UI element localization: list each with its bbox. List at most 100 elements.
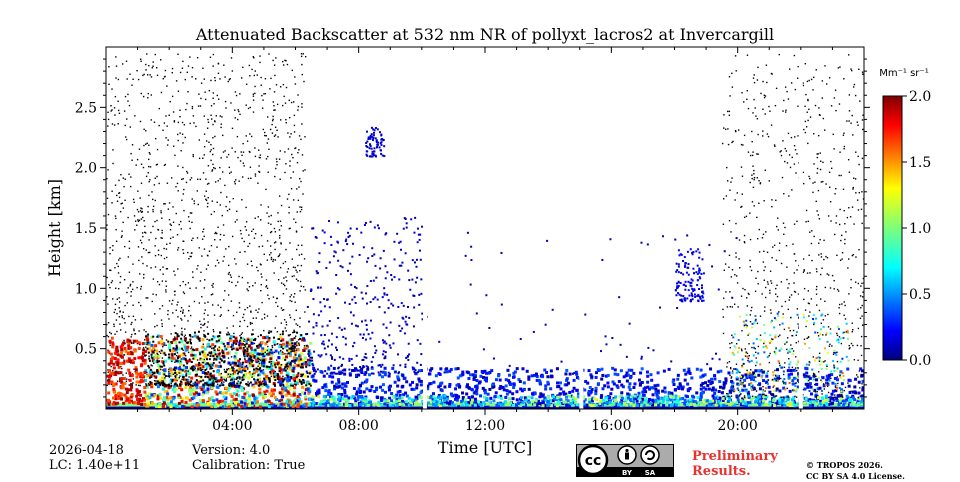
heatmap-cell	[841, 357, 844, 360]
heatmap-cell	[118, 297, 120, 299]
heatmap-cell	[245, 364, 248, 367]
heatmap-cell	[221, 391, 225, 395]
heatmap-cell	[219, 78, 221, 80]
heatmap-cell	[146, 343, 148, 346]
heatmap-cell	[259, 345, 262, 347]
heatmap-cell	[231, 373, 235, 377]
heatmap-cell	[263, 378, 267, 382]
heatmap-cell	[273, 109, 275, 111]
heatmap-cell	[178, 354, 182, 358]
heatmap-cell	[401, 374, 405, 378]
heatmap-cell	[285, 288, 288, 290]
heatmap-cell	[757, 369, 760, 372]
heatmap-cell	[717, 390, 721, 394]
heatmap-cell	[327, 345, 330, 348]
heatmap-cell	[266, 353, 268, 355]
heatmap-cell	[300, 206, 303, 208]
heatmap-cell	[305, 370, 308, 373]
heatmap-cell	[298, 149, 300, 151]
heatmap-cell	[233, 385, 237, 389]
heatmap-cell	[418, 379, 422, 383]
heatmap-cell	[499, 394, 503, 398]
heatmap-cell	[405, 380, 409, 384]
heatmap-cell	[249, 166, 252, 168]
heatmap-cell	[473, 403, 477, 407]
heatmap-cell	[259, 154, 262, 156]
heatmap-cell	[360, 371, 363, 374]
heatmap-cell	[346, 399, 350, 403]
heatmap-cell	[264, 351, 266, 354]
heatmap-cell	[815, 317, 818, 320]
heatmap-cell	[676, 282, 679, 285]
heatmap-cell	[250, 341, 254, 345]
heatmap-cell	[404, 363, 407, 366]
heatmap-cell	[201, 338, 205, 342]
heatmap-cell	[244, 345, 247, 348]
heatmap-cell	[366, 146, 369, 149]
heatmap-cell	[133, 201, 135, 203]
heatmap-cell	[343, 384, 347, 388]
heatmap-cell	[773, 326, 776, 329]
heatmap-cell	[162, 380, 164, 382]
heatmap-cell	[789, 361, 792, 364]
heatmap-cell	[805, 320, 808, 323]
heatmap-cell	[254, 282, 256, 284]
heatmap-cell	[153, 375, 155, 377]
heatmap-cell	[301, 73, 303, 76]
heatmap-cell	[257, 368, 259, 370]
heatmap-cell	[193, 389, 197, 393]
heatmap-cell	[238, 306, 241, 309]
heatmap-cell	[193, 331, 196, 334]
heatmap-cell	[592, 403, 596, 407]
heatmap-cell	[278, 378, 282, 382]
heatmap-cell	[788, 350, 791, 353]
heatmap-cell	[150, 401, 154, 405]
heatmap-cell	[826, 340, 829, 343]
heatmap-cell	[343, 368, 347, 372]
heatmap-cell	[691, 295, 694, 298]
heatmap-cell	[289, 333, 292, 336]
heatmap-cell	[259, 352, 263, 356]
heatmap-cell	[215, 380, 218, 383]
heatmap-cell	[256, 400, 260, 404]
heatmap-cell	[205, 198, 207, 201]
heatmap-cell	[736, 369, 739, 372]
heatmap-cell	[696, 284, 699, 287]
heatmap-cell	[254, 85, 256, 88]
heatmap-cell	[432, 380, 436, 384]
heatmap-cell	[227, 264, 230, 267]
heatmap-cell	[772, 379, 775, 382]
heatmap-cell	[700, 391, 704, 395]
heatmap-cell	[697, 401, 701, 405]
heatmap-cell	[337, 259, 340, 262]
heatmap-cell	[360, 367, 364, 371]
heatmap-cell	[240, 342, 244, 346]
heatmap-cell	[387, 299, 390, 302]
heatmap-cell	[711, 357, 714, 360]
heatmap-cell	[219, 384, 222, 387]
heatmap-cell	[185, 371, 189, 375]
heatmap-cell	[206, 353, 209, 356]
heatmap-cell	[284, 393, 288, 397]
heatmap-cell	[227, 367, 230, 370]
heatmap-cell	[726, 400, 730, 404]
heatmap-cell	[418, 395, 422, 399]
heatmap-cell	[242, 316, 244, 319]
heatmap-cell	[379, 398, 383, 402]
heatmap-cell	[761, 401, 765, 405]
heatmap-cell	[154, 344, 158, 348]
heatmap-cell	[166, 256, 168, 259]
heatmap-cell	[337, 378, 341, 382]
heatmap-cell	[353, 370, 356, 373]
heatmap-cell	[256, 369, 260, 373]
heatmap-cell	[302, 373, 304, 375]
heatmap-cell	[792, 389, 795, 392]
heatmap-cell	[836, 378, 840, 382]
heatmap-cell	[606, 395, 610, 399]
heatmap-cell	[609, 392, 613, 396]
heatmap-cell	[781, 398, 785, 402]
heatmap-cell	[791, 400, 795, 404]
heatmap-cell	[470, 387, 474, 391]
heatmap-cell	[342, 249, 345, 252]
heatmap-cell	[373, 345, 376, 348]
